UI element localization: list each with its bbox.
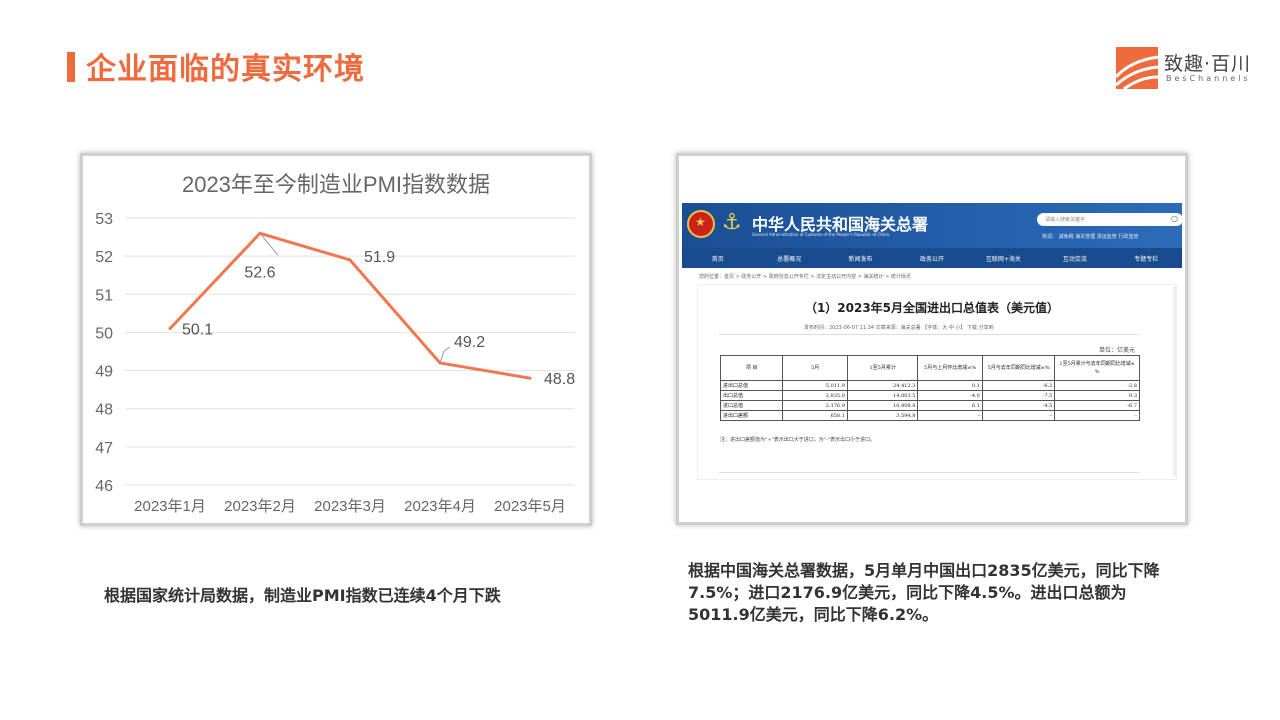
x-tick-label: 2023年1月 [134,498,206,515]
pmi-chart-card: 2023年至今制造业PMI指数数据 53 52 51 50 49 48 47 46 2023年1月… [80,153,592,526]
y-tick-label: 53 [95,211,113,228]
x-tick-label: 2023年5月 [494,498,566,515]
table-cell: 3,594.8 [846,410,919,421]
y-tick-label: 47 [95,440,113,457]
national-emblem-icon [687,210,715,238]
search-icon[interactable]: ○ [1171,214,1178,223]
customs-screenshot-card: ⚓ 中华人民共和国海关总署 General Administration of … [676,153,1188,525]
table-cell: 进出口差额 [719,410,784,421]
data-label: 48.8 [544,371,575,388]
table-cell: – [917,410,983,421]
table-header-row: 项 目 5月 1至5月累计 5月与上月环比增减±% 5月与去年同期同比增减±% … [719,355,1140,381]
table-unit: 单位：亿美元 [1099,347,1136,354]
label-leader-line [439,346,451,364]
x-tick-label: 2023年3月 [314,498,386,515]
y-tick-label: 51 [95,287,113,304]
customs-nav-item[interactable]: 政务公开 [919,255,944,263]
table-cell: -6.2 [981,380,1056,391]
x-tick-label: 2023年4月 [404,498,476,515]
data-label: 49.2 [454,334,485,351]
data-point [168,327,172,331]
customs-nav-item[interactable]: 新闻发布 [848,255,873,263]
customs-site-header: ⚓ 中华人民共和国海关总署 General Administration of … [682,203,1183,248]
customs-nav-item[interactable]: 首页 [711,255,724,263]
table-row: 进出口差额 658.1 3,594.8 – – – [719,410,1140,421]
table-row: 进口总值 2,176.9 10,408.8 6.1 -4.5 -6.7 [719,400,1140,411]
customs-search-placeholder: 请输入搜索关键字 [1045,217,1086,223]
customs-site-subtitle: General Administration of Customs of the… [752,232,890,237]
customs-breadcrumb: 您的位置：首页 > 政务公开 > 政府信息公开专栏 > 法定主动公开内容 > 海… [699,274,911,280]
table-cell: 5,011.9 [782,380,848,391]
table-row: 进出口总值 5,011.9 24,412.3 0.1 -6.2 -2.8 [719,380,1140,391]
table-cell: -7.5 [981,390,1056,401]
customs-emblem-icon: ⚓ [722,210,742,235]
trade-table: 项 目 5月 1至5月累计 5月与上月环比增减±% 5月与去年同期同比增减±% … [719,355,1140,421]
table-cell: -6.7 [1054,400,1140,411]
table-cell: 进口总值 [719,400,784,411]
logo-name: 致趣·百川 [1164,53,1252,75]
brand-logo: 致趣·百川 BesChannels [1116,47,1256,91]
y-tick-label: 48 [95,402,113,419]
table-cell: -4.5 [981,400,1056,411]
table-cell: 0.1 [917,380,983,391]
table-cell: 出口总值 [719,390,784,401]
y-tick-label: 50 [95,325,113,342]
table-cell: – [981,410,1056,421]
table-header-cell: 5月与上月环比增减±% [917,355,983,381]
data-point [348,258,352,262]
table-header-cell: 1至5月累计 [846,355,919,381]
label-leader-line [259,232,279,256]
customs-nav-item[interactable]: 互动交流 [1062,255,1087,263]
customs-search-input[interactable]: 请输入搜索关键字 ○ [1037,213,1183,226]
y-tick-label: 52 [95,249,113,266]
table-cell: 658.1 [782,410,848,421]
customs-nav-item[interactable]: 专题专栏 [1134,255,1159,263]
table-cell: 进出口总值 [719,380,784,391]
x-tick-label: 2023年2月 [224,498,296,515]
data-point [528,376,532,380]
y-tick-label: 49 [95,364,113,381]
data-label: 51.9 [364,249,395,266]
table-header-cell: 5月 [782,355,848,381]
customs-caption: 根据中国海关总署数据，5月单月中国出口2835亿美元，同比下降7.5%；进口21… [688,561,1160,624]
customs-nav-item[interactable]: 总署概况 [777,255,802,263]
y-tick-label: 46 [95,478,113,495]
customs-nav-item[interactable]: 互联网+海关 [985,255,1021,263]
page-title: 企业面临的真实环境 [86,52,365,87]
document-title: （1）2023年5月全国进出口总值表（美元值） [804,301,1060,315]
table-cell: 14,003.5 [846,390,919,401]
logo-mark-icon [1116,47,1158,89]
pmi-line-chart: 2023年至今制造业PMI指数数据 53 52 51 50 49 48 47 46 2023年1月… [95,172,575,515]
table-cell: 2,176.9 [782,400,848,411]
pmi-caption: 根据国家统计局数据，制造业PMI指数已连续4个月下跌 [104,586,501,605]
data-label: 52.6 [244,264,275,281]
logo-subtitle: BesChannels [1166,74,1251,83]
table-cell: 6.1 [917,400,983,411]
table-header-cell: 1至5月累计与去年同期同比增减±% [1054,355,1140,381]
customs-hot-links: 热词： 减免税 海关管理 货运监管 行政监管 [1042,234,1139,240]
table-row: 出口总值 2,835.0 14,003.5 -4.0 -7.5 0.3 [719,390,1140,401]
table-header-cell: 5月与去年同期同比增减±% [981,355,1056,381]
table-note: 注：进出口差额值为"+"表示出口大于进口；为"-"表示出口小于进口。 [720,437,876,443]
document-meta: 发布时间：2023-06-07 11:34 文章来源：海关总署 【字体：大 中 … [804,325,994,331]
table-cell: -2.8 [1054,380,1140,391]
table-cell: 2,835.0 [782,390,848,401]
title-accent-bar [67,52,75,82]
table-cell: 24,412.3 [846,380,919,391]
table-cell: 10,408.8 [846,400,919,411]
document-divider [719,334,1139,335]
table-cell: 0.3 [1054,390,1140,401]
table-header-cell: 项 目 [719,355,784,381]
series-line [168,231,531,380]
table-cell: – [1054,410,1140,421]
data-label: 50.1 [182,322,213,339]
table-cell: -4.0 [917,390,983,401]
customs-site-title: 中华人民共和国海关总署 [752,215,929,234]
scrollbar[interactable] [1173,286,1177,476]
document-divider [719,472,1139,473]
chart-title: 2023年至今制造业PMI指数数据 [182,172,490,197]
customs-nav-bar: 首页 总署概况 新闻发布 政务公开 互联网+海关 互动交流 专题专栏 [682,248,1182,268]
